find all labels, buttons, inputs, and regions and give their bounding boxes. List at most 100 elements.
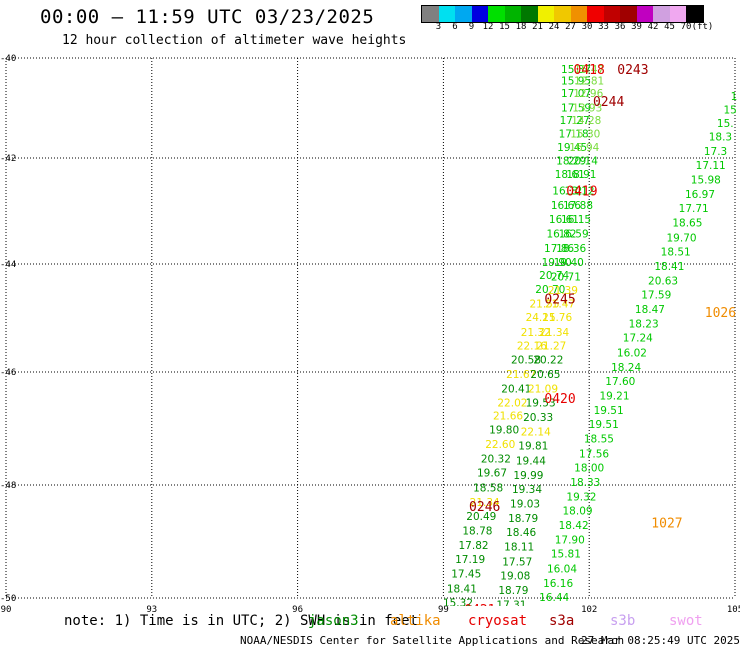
- x-tick-label: 102: [581, 605, 597, 615]
- pass-time-label: 0420: [544, 392, 575, 407]
- satellite-legend-swot: swot: [669, 613, 703, 629]
- wave-height-label: 19.08: [500, 570, 530, 582]
- wave-height-label: 21.67: [506, 369, 536, 381]
- wave-height-label: 1: [731, 91, 738, 103]
- wave-height-label: 22.02: [497, 398, 527, 410]
- wave-height-label: 17.56: [579, 448, 609, 460]
- wave-height-label: 17.88: [563, 200, 593, 212]
- color-swatch: [438, 6, 455, 22]
- y-tick-label: -46: [0, 368, 16, 378]
- wave-height-label: 15: [723, 104, 736, 116]
- wave-height-label: 18.46: [506, 527, 536, 539]
- wave-height-label: 20.70: [535, 284, 565, 296]
- color-scale-label: 42: [647, 22, 659, 32]
- wave-height-label: 17.07: [561, 88, 591, 100]
- wave-height-label: 18.33: [570, 477, 600, 489]
- wave-height-label: 18.23: [629, 319, 659, 331]
- wave-height-label: 18.3: [709, 131, 732, 143]
- wave-height-label: 21.66: [493, 410, 523, 422]
- wave-height-label: 17.18: [559, 129, 589, 141]
- wave-height-label: 16.12: [552, 185, 582, 197]
- generation-timestamp: 27 Mar 08:25:49 UTC 2025: [581, 634, 740, 647]
- wave-height-label: 16.97: [685, 189, 715, 201]
- wave-height-label: 20.58: [511, 354, 541, 366]
- color-scale-label: 39: [631, 22, 642, 32]
- wave-height-label: 18.78: [462, 526, 492, 538]
- wave-height-label: 18.58: [473, 482, 503, 494]
- wave-height-label: 18.41: [447, 583, 477, 595]
- color-swatch: [669, 6, 686, 22]
- color-scale-label: 27: [565, 22, 576, 32]
- wave-height-label: 17.59: [561, 103, 591, 115]
- wave-height-label: 16.94: [569, 142, 599, 154]
- wave-height-label: 18.36: [556, 243, 586, 255]
- color-swatch: [653, 6, 670, 22]
- wave-height-label: 15.37: [561, 64, 591, 76]
- color-swatch: [620, 6, 637, 22]
- satellite-legend-jason3: jason3: [308, 613, 359, 629]
- x-tick-label: 90: [1, 605, 12, 615]
- color-swatch: [686, 6, 703, 22]
- wave-height-label: 15.81: [551, 549, 581, 561]
- pass-time-label: 1027: [651, 516, 682, 531]
- wave-height-label: 19.03: [510, 499, 540, 511]
- wave-height-label: 17.60: [605, 376, 635, 388]
- wave-height-label: 17.71: [679, 203, 709, 215]
- wave-height-label: 18.00: [574, 462, 604, 474]
- wave-height-label: 17.57: [502, 556, 532, 568]
- wave-height-label: 17.86: [544, 243, 574, 255]
- color-scale-label: 21: [532, 22, 543, 32]
- pass-time-label: 0245: [544, 292, 575, 307]
- wave-height-label: 21.76: [542, 312, 572, 324]
- wave-height-label: 22.16: [517, 340, 547, 352]
- wave-height-label: 16.04: [547, 563, 577, 575]
- pass-time-label: 0421: [464, 603, 495, 618]
- x-tick-label: 99: [438, 605, 449, 615]
- wave-height-label: 20.14: [568, 156, 598, 168]
- wave-height-label: 17.82: [459, 540, 489, 552]
- x-tick-label: 93: [146, 605, 157, 615]
- wave-height-label: 17.11: [696, 160, 726, 172]
- wave-height-label: 24.15: [526, 312, 556, 324]
- wave-height-label: 16.02: [617, 347, 647, 359]
- wave-height-label: 20.74: [539, 270, 569, 282]
- wave-height-label: 12.96: [573, 88, 603, 100]
- wave-height-label: 19.44: [516, 455, 546, 467]
- wave-height-label: 21.55: [529, 299, 559, 311]
- color-scale-label: 3: [435, 22, 442, 32]
- wave-height-label: 20.33: [523, 412, 553, 424]
- color-scale-label: 33: [598, 22, 609, 32]
- color-swatch: [636, 6, 653, 22]
- x-tick-label: 96: [292, 605, 303, 615]
- color-swatch: [455, 6, 472, 22]
- wave-height-label: 19.40: [554, 257, 584, 269]
- pass-time-label: 1026: [705, 306, 736, 321]
- wave-height-label: 13.93: [572, 103, 602, 115]
- color-scale-label: 9: [468, 22, 475, 32]
- color-swatch: [603, 6, 620, 22]
- color-swatch: [488, 6, 505, 22]
- wave-height-label: 21.09: [528, 383, 558, 395]
- wave-height-label: 15.95: [561, 76, 591, 88]
- color-scale-label: 6: [452, 22, 458, 32]
- color-scale-label: (ft): [691, 22, 714, 32]
- wave-height-label: 17.90: [555, 535, 585, 547]
- wave-height-label: 20.71: [551, 272, 581, 284]
- map-title: 00:00 – 11:59 UTC 03/23/2025: [40, 6, 375, 28]
- wave-height-label: 18.61: [555, 169, 585, 181]
- wave-height-label: 19.67: [477, 468, 507, 480]
- color-swatch: [521, 6, 538, 22]
- satellite-legend-altika: altika: [390, 613, 441, 629]
- pass-time-label: 0244: [593, 95, 624, 110]
- wave-height-label: 18.55: [584, 434, 614, 446]
- footnote: note: 1) Time is in UTC; 2) SWH is in fe…: [64, 613, 419, 629]
- wave-height-label: 21.32: [521, 327, 551, 339]
- wave-height-label: 19.45: [557, 142, 587, 154]
- wave-height-label: 17.27: [560, 115, 590, 127]
- wave-height-label: 20.41: [501, 383, 531, 395]
- wave-height-label: 20.22: [533, 354, 563, 366]
- wave-height-label: 14.28: [571, 115, 601, 127]
- wave-height-label: 20.63: [648, 275, 678, 287]
- wave-height-label: 22.14: [521, 427, 551, 439]
